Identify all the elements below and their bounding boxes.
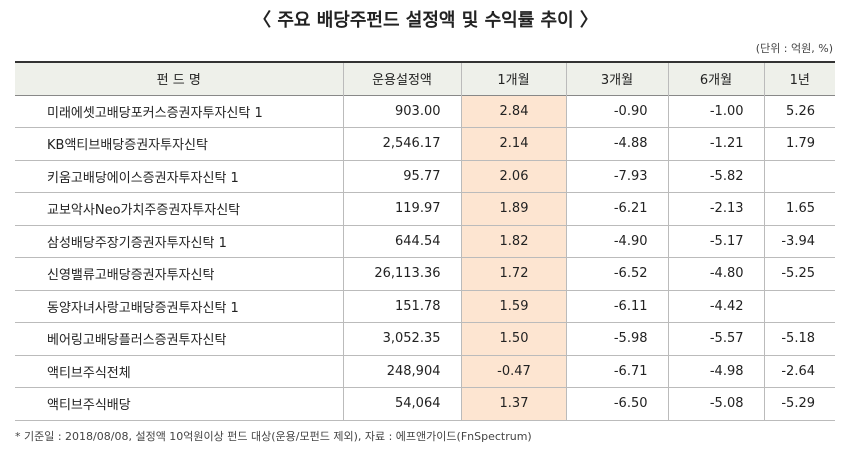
cell <box>763 290 835 323</box>
table-row: 키움고배당에이스증권자투자신탁 1 95.77 2.06 -7.93 -5.82 <box>15 160 835 193</box>
table-row: 교보악사Neo가치주증권자투자신탁 119.97 1.89 -6.21 -2.13 1.6… <box>15 192 835 225</box>
cell: 1.59 <box>460 290 566 323</box>
cell: -5.98 <box>565 322 668 355</box>
cell: 5.26 <box>763 95 835 128</box>
cell: -0.47 <box>460 355 566 388</box>
cell: 119.97 <box>342 192 461 225</box>
cell: 644.54 <box>342 225 461 258</box>
cell: 248,904 <box>342 355 461 388</box>
column-header: 펀 드 명 <box>156 73 201 89</box>
cell: -1.21 <box>667 127 764 160</box>
footnote: * 기준일 : 2018/08/08, 설정액 10억원이상 펀드 대상(운용/… <box>15 430 532 443</box>
cell: -4.42 <box>667 290 764 323</box>
cell: -6.52 <box>565 257 668 290</box>
cell: -5.57 <box>667 322 764 355</box>
cell: -1.00 <box>667 95 764 128</box>
column-header: 운용설정액 <box>342 62 461 95</box>
cell: -6.71 <box>565 355 668 388</box>
fund-name: 삼성배당주장기증권자투자신탁 1 <box>47 235 227 251</box>
column-header: 3개월 <box>565 62 668 95</box>
table-row: KB액티브배당증권자투자신탁 2,546.17 2.14 -4.88 -1.21 1.79 <box>15 127 835 160</box>
fund-name: 액티브주식전체 <box>47 365 131 381</box>
cell: 54,064 <box>342 387 461 420</box>
cell: 1.37 <box>460 387 566 420</box>
cell: -7.93 <box>565 160 668 193</box>
column-header: 6개월 <box>667 62 764 95</box>
cell: 1.79 <box>763 127 835 160</box>
table-row: 액티브주식전체 248,904 -0.47 -6.71 -4.98 -2.64 <box>15 355 835 388</box>
cell: -5.29 <box>763 387 835 420</box>
cell: 95.77 <box>342 160 461 193</box>
cell: -2.13 <box>667 192 764 225</box>
cell: 26,113.36 <box>342 257 461 290</box>
cell: 1.50 <box>460 322 566 355</box>
fund-name: 신영밸류고배당증권자투자신탁 <box>47 268 215 284</box>
cell: 3,052.35 <box>342 322 461 355</box>
fund-name: KB액티브배당증권자투자신탁 <box>47 138 208 154</box>
fund-name: 베어링고배당플러스증권투자신탁 <box>47 333 227 349</box>
table-header: 펀 드 명 운용설정액 1개월 3개월 6개월 1년 <box>15 62 835 95</box>
cell: 1.72 <box>460 257 566 290</box>
cell: 1.65 <box>763 192 835 225</box>
fund-name: 액티브주식배당 <box>47 398 131 414</box>
column-header: 1개월 <box>460 62 566 95</box>
cell: -5.82 <box>667 160 764 193</box>
table-body: 미래에셋고배당포커스증권자투자신탁 1 903.00 2.84 -0.90 -1.00 5… <box>15 95 835 420</box>
cell: -6.50 <box>565 387 668 420</box>
fund-name: 미래에셋고배당포커스증권자투자신탁 1 <box>47 105 263 121</box>
cell: -5.18 <box>763 322 835 355</box>
table-row: 동양자녀사랑고배당증권투자신탁 1 151.78 1.59 -6.11 -4.42 <box>15 290 835 323</box>
cell: 1.82 <box>460 225 566 258</box>
cell: 2,546.17 <box>342 127 461 160</box>
cell: -2.64 <box>763 355 835 388</box>
fund-name: 키움고배당에이스증권자투자신탁 1 <box>47 170 239 186</box>
cell: -5.17 <box>667 225 764 258</box>
cell: -4.98 <box>667 355 764 388</box>
cell: -3.94 <box>763 225 835 258</box>
unit-note: (단위 : 억원, %) <box>755 42 833 55</box>
cell <box>763 160 835 193</box>
cell: -0.90 <box>565 95 668 128</box>
cell: -5.08 <box>667 387 764 420</box>
cell: -6.21 <box>565 192 668 225</box>
cell: 1.89 <box>460 192 566 225</box>
cell: 903.00 <box>342 95 461 128</box>
table-row: 삼성배당주장기증권자투자신탁 1 644.54 1.82 -4.90 -5.17 -3.9… <box>15 225 835 258</box>
table-row: 액티브주식배당 54,064 1.37 -6.50 -5.08 -5.29 <box>15 387 835 420</box>
fund-table: 펀 드 명 운용설정액 1개월 3개월 6개월 1년 미래에셋고배당포커스증권자투자신탁 … <box>15 61 835 421</box>
cell: -4.80 <box>667 257 764 290</box>
table-row: 베어링고배당플러스증권투자신탁 3,052.35 1.50 -5.98 -5.57 -5.… <box>15 322 835 355</box>
cell: 151.78 <box>342 290 461 323</box>
cell: -4.90 <box>565 225 668 258</box>
table-row: 미래에셋고배당포커스증권자투자신탁 1 903.00 2.84 -0.90 -1.00 5… <box>15 95 835 128</box>
cell: -4.88 <box>565 127 668 160</box>
fund-name: 동양자녀사랑고배당증권투자신탁 1 <box>47 300 239 316</box>
column-header: 1년 <box>763 62 835 95</box>
cell: -6.11 <box>565 290 668 323</box>
header-row: 펀 드 명 운용설정액 1개월 3개월 6개월 1년 <box>15 62 835 95</box>
title: 〈 주요 배당주펀드 설정액 및 수익률 추이 〉 <box>253 10 598 31</box>
cell: 2.14 <box>460 127 566 160</box>
cell: 2.06 <box>460 160 566 193</box>
table-row: 신영밸류고배당증권자투자신탁 26,113.36 1.72 -6.52 -4.80 -5.… <box>15 257 835 290</box>
cell: 2.84 <box>460 95 566 128</box>
fund-name: 교보악사Neo가치주증권자투자신탁 <box>47 203 241 219</box>
cell: -5.25 <box>763 257 835 290</box>
